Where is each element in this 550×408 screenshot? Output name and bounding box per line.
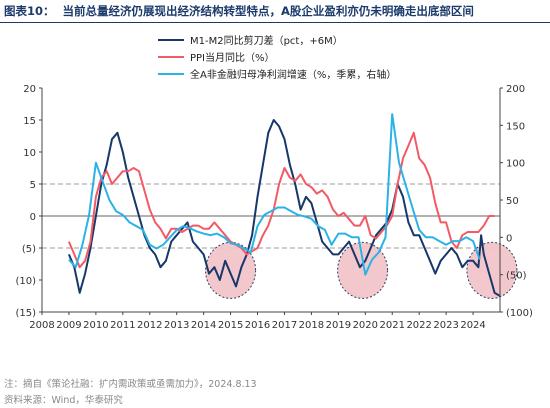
left-tick-label: 20 bbox=[23, 84, 36, 95]
chart-title: 图表10： 当前总量经济仍展现出经济结构转型特点，A股企业盈利亦仍未明确走出底部区… bbox=[4, 3, 546, 21]
legend-label: M1-M2同比剪刀差（pct，+6M） bbox=[190, 34, 343, 47]
right-tick-label: 150 bbox=[506, 121, 525, 132]
right-tick-label: (100) bbox=[506, 308, 533, 319]
highlight-circles bbox=[205, 241, 518, 299]
left-tick-label: 10 bbox=[23, 148, 36, 159]
x-tick-label: 2008 bbox=[29, 320, 54, 331]
right-tick-label: 0 bbox=[506, 233, 512, 244]
x-tick-label: 2023 bbox=[433, 320, 458, 331]
series-line-1 bbox=[67, 119, 501, 297]
left-tick-label: (5) bbox=[22, 244, 36, 255]
x-tick-label: 2015 bbox=[218, 320, 243, 331]
x-tick-label: 2019 bbox=[326, 320, 351, 331]
x-tick-label: 2013 bbox=[164, 320, 189, 331]
legend: M1-M2同比剪刀差（pct，+6M） PPI当月同比（%） 全A非金融归母净利润增… bbox=[158, 34, 396, 81]
left-tick-label: 5 bbox=[30, 180, 36, 191]
x-tick-label: 2021 bbox=[380, 320, 405, 331]
x-tick-label: 2014 bbox=[191, 320, 216, 331]
series-line-3 bbox=[68, 113, 481, 276]
left-tick-label: 0 bbox=[30, 212, 36, 223]
right-tick-label: 200 bbox=[506, 84, 525, 95]
left-tick-label: (15) bbox=[15, 308, 36, 319]
x-tick-label: 2018 bbox=[299, 320, 324, 331]
footer-source: 资料来源：Wind，华泰研究 bbox=[4, 395, 123, 406]
series-line-2 bbox=[67, 131, 495, 269]
line-chart: 20151050(5)(10)(15)200150100500(50)(100)… bbox=[15, 34, 533, 331]
figure-number: 图表10： bbox=[4, 4, 55, 18]
right-tick-label: (50) bbox=[506, 271, 527, 282]
axes-layer: 20151050(5)(10)(15)200150100500(50)(100)… bbox=[15, 84, 533, 331]
x-tick-label: 2024 bbox=[460, 320, 485, 331]
legend-label: PPI当月同比（%） bbox=[190, 51, 275, 64]
x-tick-label: 2009 bbox=[56, 320, 81, 331]
right-tick-label: 50 bbox=[506, 196, 519, 207]
x-tick-label: 2016 bbox=[245, 320, 270, 331]
title-rule bbox=[0, 22, 550, 23]
left-tick-label: (10) bbox=[15, 276, 36, 287]
figure-title: 当前总量经济仍展现出经济结构转型特点，A股企业盈利亦仍未明确走出底部区间 bbox=[62, 4, 474, 18]
legend-label: 全A非金融归母净利润增速（%，季累，右轴） bbox=[190, 68, 396, 81]
series-layer bbox=[67, 113, 501, 297]
x-tick-label: 2011 bbox=[110, 320, 135, 331]
footer-note: 注：摘自《策论社融：扩内需政策或亟需加力》，2024.8.13 bbox=[4, 379, 257, 390]
x-tick-label: 2022 bbox=[406, 320, 431, 331]
x-tick-label: 2017 bbox=[272, 320, 297, 331]
right-tick-label: 100 bbox=[506, 159, 525, 170]
x-tick-label: 2012 bbox=[137, 320, 162, 331]
x-tick-label: 2010 bbox=[83, 320, 108, 331]
left-tick-label: 15 bbox=[23, 116, 36, 127]
x-tick-label: 2020 bbox=[353, 320, 378, 331]
